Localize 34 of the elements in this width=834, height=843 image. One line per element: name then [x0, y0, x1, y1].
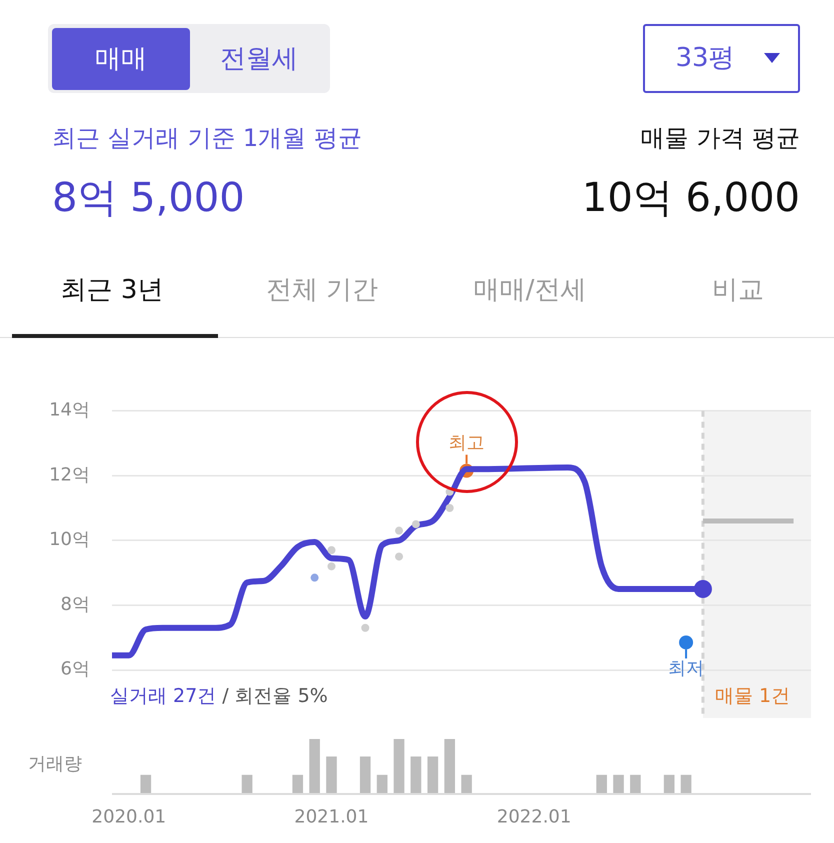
- y-tick-label: 8억: [60, 594, 90, 615]
- y-tick-label: 6억: [60, 658, 90, 680]
- point: [395, 552, 404, 561]
- text: 매매/전세: [472, 274, 588, 307]
- y-tick-label: 12억: [49, 464, 90, 486]
- text: 매물 1건: [714, 684, 790, 707]
- text: 매매: [52, 28, 190, 90]
- point: [694, 580, 712, 598]
- y-axis-title: 거래량: [28, 754, 82, 775]
- x-tick-label: 2020.01: [92, 806, 166, 828]
- point: [446, 504, 454, 512]
- x-tick-label: 2021.01: [294, 806, 369, 828]
- x-tick-label: 2022.01: [496, 806, 572, 828]
- annotation: 최고: [448, 432, 485, 454]
- point: [327, 546, 336, 554]
- y-tick-label: 10억: [49, 529, 90, 550]
- text: 10억 6,000: [582, 174, 800, 223]
- point: [412, 520, 420, 528]
- text: 33평: [674, 42, 736, 75]
- point: [327, 562, 336, 570]
- annotation: 최저: [668, 658, 704, 680]
- text: / 회전율 5%: [222, 684, 328, 707]
- point: [310, 574, 319, 582]
- text: 전월세: [219, 43, 299, 76]
- point: [395, 526, 404, 535]
- text: 전체 기간: [264, 274, 380, 307]
- text: 매물 가격 평균: [640, 123, 800, 154]
- point: [361, 624, 370, 632]
- text: 최근 실거래 기준 1개월 평균: [52, 123, 362, 154]
- text: 비교: [711, 274, 765, 307]
- text: 실거래 27건: [110, 684, 216, 707]
- y-tick-label: 14억: [49, 399, 90, 420]
- text: 8억 5,000: [52, 174, 245, 223]
- text: 최근 3년: [60, 274, 164, 307]
